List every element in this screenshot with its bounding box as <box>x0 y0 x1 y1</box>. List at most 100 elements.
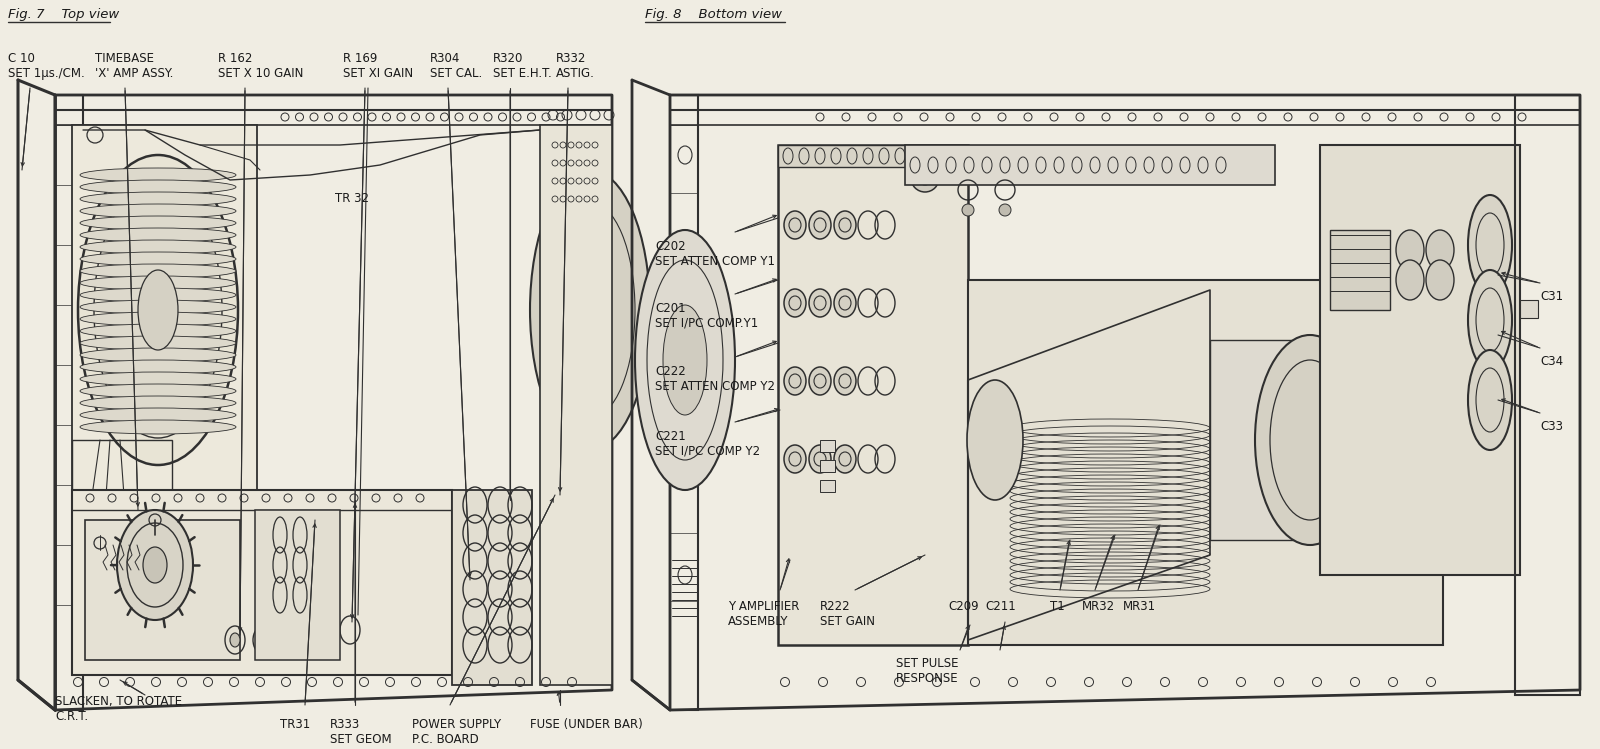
Ellipse shape <box>1395 260 1424 300</box>
Bar <box>1320 145 1520 575</box>
Ellipse shape <box>810 289 830 317</box>
Ellipse shape <box>80 168 237 182</box>
Ellipse shape <box>80 252 237 266</box>
Ellipse shape <box>834 445 856 473</box>
Bar <box>906 145 1275 185</box>
Ellipse shape <box>117 510 194 620</box>
Ellipse shape <box>962 204 974 216</box>
Ellipse shape <box>80 384 237 398</box>
Bar <box>541 125 611 685</box>
Ellipse shape <box>1426 260 1454 300</box>
Bar <box>72 125 258 525</box>
Ellipse shape <box>230 633 240 647</box>
Text: R333
SET GEOM: R333 SET GEOM <box>330 718 392 746</box>
Ellipse shape <box>80 216 237 230</box>
Ellipse shape <box>80 276 237 290</box>
Bar <box>1330 230 1390 310</box>
Ellipse shape <box>1426 230 1454 270</box>
Bar <box>453 490 531 685</box>
Ellipse shape <box>784 289 806 317</box>
Text: FUSE (UNDER BAR): FUSE (UNDER BAR) <box>530 718 643 731</box>
Ellipse shape <box>80 372 237 386</box>
Bar <box>85 520 240 660</box>
Bar <box>72 490 453 675</box>
Ellipse shape <box>80 420 237 434</box>
Ellipse shape <box>80 288 237 302</box>
Text: MR31: MR31 <box>1123 600 1157 613</box>
Ellipse shape <box>784 367 806 395</box>
Text: C34: C34 <box>1539 355 1563 368</box>
Ellipse shape <box>530 170 650 450</box>
Text: Fig. 8    Bottom view: Fig. 8 Bottom view <box>645 8 782 21</box>
Text: TIMEBASE
'X' AMP ASSY.: TIMEBASE 'X' AMP ASSY. <box>94 52 173 80</box>
Text: R304
SET CAL.: R304 SET CAL. <box>430 52 482 80</box>
Ellipse shape <box>1395 230 1424 270</box>
Ellipse shape <box>1469 195 1512 295</box>
Ellipse shape <box>138 270 178 350</box>
Bar <box>670 95 698 710</box>
Bar <box>1210 340 1310 540</box>
Ellipse shape <box>80 240 237 254</box>
Ellipse shape <box>966 380 1022 500</box>
Text: C201
SET I/PC COMP.Y1: C201 SET I/PC COMP.Y1 <box>654 302 758 330</box>
Bar <box>72 440 173 520</box>
Bar <box>54 95 83 710</box>
Ellipse shape <box>784 445 806 473</box>
Text: C31: C31 <box>1539 290 1563 303</box>
Ellipse shape <box>998 204 1011 216</box>
Bar <box>1520 300 1538 318</box>
Text: SET PULSE
RESPONSE: SET PULSE RESPONSE <box>896 657 958 685</box>
Ellipse shape <box>80 204 237 218</box>
Ellipse shape <box>80 348 237 362</box>
Bar <box>819 440 835 452</box>
Text: TR31: TR31 <box>280 718 310 731</box>
Ellipse shape <box>662 305 707 415</box>
Bar <box>254 510 339 660</box>
Ellipse shape <box>80 228 237 242</box>
Ellipse shape <box>258 633 269 647</box>
Ellipse shape <box>784 211 806 239</box>
Ellipse shape <box>834 211 856 239</box>
Bar <box>819 480 835 492</box>
Text: C222
SET ATTEN COMP Y2: C222 SET ATTEN COMP Y2 <box>654 365 774 393</box>
Ellipse shape <box>80 300 237 314</box>
Text: C209: C209 <box>947 600 979 613</box>
Text: R320
SET E.H.T.: R320 SET E.H.T. <box>493 52 552 80</box>
Text: C 10
SET 1μs./CM.: C 10 SET 1μs./CM. <box>8 52 85 80</box>
Ellipse shape <box>80 264 237 278</box>
Ellipse shape <box>810 367 830 395</box>
Text: R 162
SET X 10 GAIN: R 162 SET X 10 GAIN <box>218 52 304 80</box>
Bar <box>778 145 968 167</box>
Ellipse shape <box>80 192 237 206</box>
Text: MR32: MR32 <box>1082 600 1115 613</box>
Text: C202
SET ATTEN COMP Y1: C202 SET ATTEN COMP Y1 <box>654 240 774 268</box>
Ellipse shape <box>80 180 237 194</box>
Ellipse shape <box>80 312 237 326</box>
Bar <box>968 280 1443 645</box>
Ellipse shape <box>834 367 856 395</box>
Ellipse shape <box>80 408 237 422</box>
Text: POWER SUPPLY
P.C. BOARD: POWER SUPPLY P.C. BOARD <box>413 718 501 746</box>
Text: Fig. 7    Top view: Fig. 7 Top view <box>8 8 120 21</box>
Ellipse shape <box>80 336 237 350</box>
Ellipse shape <box>78 155 238 465</box>
Ellipse shape <box>142 547 166 583</box>
Ellipse shape <box>80 324 237 338</box>
Text: Y AMPLIFIER
ASSEMBLY: Y AMPLIFIER ASSEMBLY <box>728 600 800 628</box>
Ellipse shape <box>80 360 237 374</box>
Ellipse shape <box>810 445 830 473</box>
Ellipse shape <box>80 396 237 410</box>
Ellipse shape <box>1469 270 1512 370</box>
Text: TR 32: TR 32 <box>334 192 370 205</box>
Ellipse shape <box>286 633 296 647</box>
Text: R332
ASTIG.: R332 ASTIG. <box>557 52 595 80</box>
Ellipse shape <box>1254 335 1365 545</box>
Text: C211: C211 <box>986 600 1016 613</box>
Ellipse shape <box>810 211 830 239</box>
Ellipse shape <box>635 230 734 490</box>
Text: C221
SET I/PC COMP Y2: C221 SET I/PC COMP Y2 <box>654 430 760 458</box>
Text: SLACKEN, TO ROTATE
C.R.T.: SLACKEN, TO ROTATE C.R.T. <box>54 695 182 723</box>
Ellipse shape <box>834 289 856 317</box>
Ellipse shape <box>1469 350 1512 450</box>
Text: R 169
SET XI GAIN: R 169 SET XI GAIN <box>342 52 413 80</box>
